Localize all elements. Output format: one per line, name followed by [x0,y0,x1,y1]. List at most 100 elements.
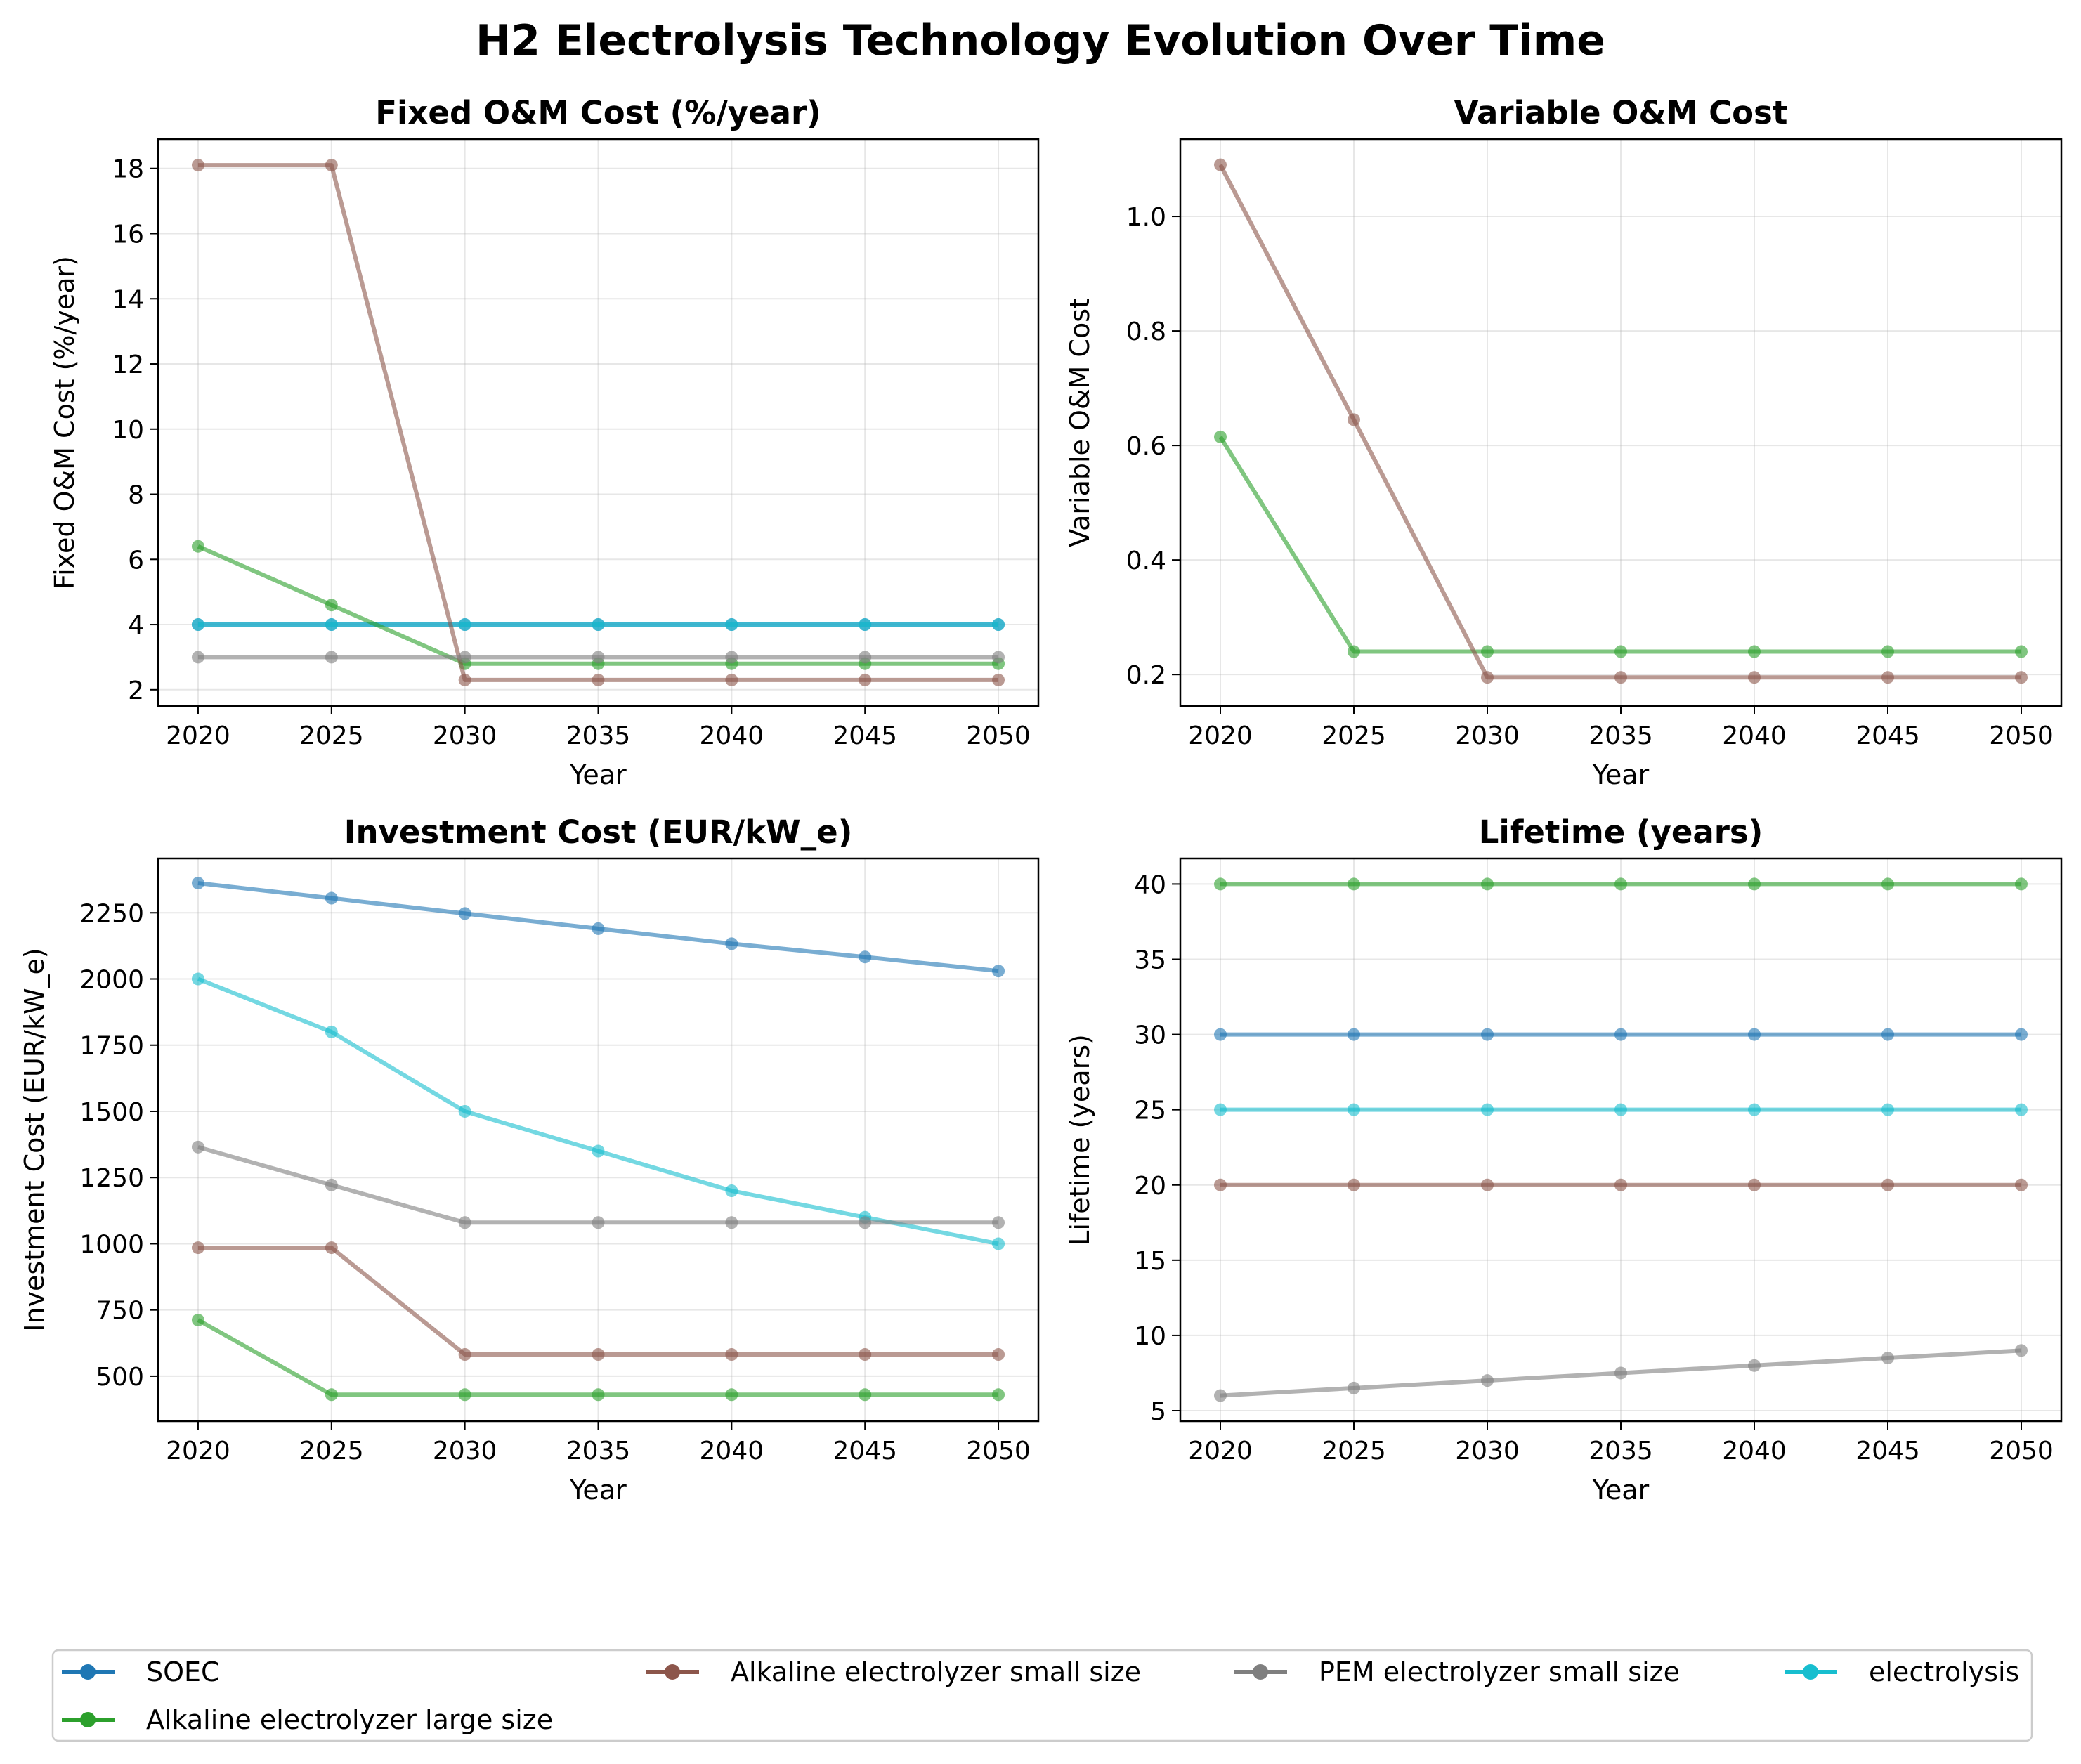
data-point [725,937,738,950]
data-point [1881,1103,1894,1116]
data-point [2015,1178,2028,1191]
data-point [325,1178,338,1191]
data-point [458,1104,471,1118]
data-point [1481,671,1494,684]
data-point [1614,1028,1627,1041]
data-point [191,1241,204,1255]
data-point [1348,645,1360,658]
legend-entry-pem-electrolyzer-small-size: PEM electrolyzer small size [1234,1657,1680,1687]
legend-entry-soec: SOEC [62,1657,220,1687]
data-point [1881,1178,1894,1191]
x-tick-label: 2025 [1322,721,1386,750]
data-point [458,1388,471,1402]
data-point [1481,1374,1494,1387]
y-tick-label: 30 [1134,1021,1166,1050]
data-point [1881,1028,1894,1041]
y-tick-label: 1.0 [1126,203,1166,232]
data-point [725,1216,738,1229]
data-point [1748,1103,1761,1116]
data-point [325,159,338,172]
y-tick-label: 1250 [79,1164,144,1193]
data-point [1481,645,1494,658]
data-point [1214,1178,1227,1191]
y-tick-label: 8 [128,481,144,510]
series-alkaline-electrolyzer-large-size [1214,430,2028,658]
y-tick-label: 12 [112,351,144,379]
data-point [2015,1103,2028,1116]
legend: SOEC Alkaline electrolyzer large size Alka… [51,1649,2033,1742]
data-point [1348,1028,1360,1041]
x-tick-label: 2050 [966,721,1031,750]
legend-label: PEM electrolyzer small size [1319,1657,1680,1687]
data-point [992,1237,1005,1250]
data-point [191,540,204,553]
x-tick-label: 2020 [166,1437,230,1465]
x-tick-label: 2035 [1589,1437,1653,1465]
data-point [1748,1178,1761,1191]
data-point [725,618,738,632]
legend-marker [665,1664,680,1680]
x-tick-label: 2020 [1188,721,1253,750]
data-point [1481,1178,1494,1191]
data-point [1348,413,1360,426]
data-point [1214,1103,1227,1116]
data-point [2015,671,2028,684]
data-point [191,1314,204,1327]
x-tick-label: 2030 [1455,721,1520,750]
data-point [992,1216,1005,1229]
data-point [859,651,872,664]
legend-marker [1803,1664,1818,1680]
x-tick-label: 2050 [966,1437,1031,1465]
data-point [191,972,204,986]
data-point [2015,1344,2028,1357]
data-point [992,651,1005,664]
series-electrolysis [191,618,1005,632]
y-tick-label: 14 [112,285,144,314]
data-point [859,1348,872,1361]
data-point [992,1388,1005,1402]
x-axis-label: Year [1592,1475,1650,1505]
data-point [1214,158,1227,171]
data-point [458,618,471,632]
legend-marker [80,1712,96,1727]
x-tick-label: 2030 [1455,1437,1520,1465]
data-point [1348,1103,1360,1116]
data-point [1214,877,1227,891]
legend-entry-electrolysis: electrolysis [1785,1657,2019,1687]
panel-title: Lifetime (years) [1479,814,1763,851]
y-tick-label: 5 [1150,1397,1166,1426]
panel-lifetime-years: 2020 2025 2030 2035 2040 2045 2050510152025303… [1064,814,2063,1505]
x-tick-label: 2020 [166,721,230,750]
data-point [859,1216,872,1229]
x-tick-label: 2045 [833,1437,897,1465]
y-tick-label: 500 [96,1363,144,1392]
data-point [325,1025,338,1038]
data-point [1614,671,1627,684]
y-tick-label: 2 [128,677,144,705]
data-point [2015,877,2028,891]
data-point [592,1144,605,1158]
y-tick-label: 15 [1134,1247,1166,1276]
series-alkaline-electrolyzer-small-size [1214,158,2028,684]
data-point [725,1388,738,1402]
x-tick-label: 2040 [1722,1437,1787,1465]
data-point [992,965,1005,978]
x-tick-label: 2040 [700,721,764,750]
x-axis-label: Year [569,759,627,790]
y-tick-label: 0.2 [1126,661,1166,690]
x-tick-label: 2035 [566,1437,631,1465]
x-tick-label: 2035 [1589,721,1653,750]
series-soec [191,877,1005,978]
legend-frame [51,1649,2033,1742]
data-point [191,651,204,664]
panel-fixed-o-m-cost-year: 2020 2025 2030 2035 2040 2045 2050 2 4 6 8 10 12 14 16… [49,94,1040,790]
series-alkaline-electrolyzer-small-size [191,159,1005,686]
data-point [859,950,872,964]
data-point [325,1388,338,1402]
data-point [1748,877,1761,891]
x-tick-label: 2045 [833,721,897,750]
y-tick-label: 10 [112,416,144,445]
data-point [992,673,1005,686]
legend-label: Alkaline electrolyzer large size [146,1704,553,1735]
